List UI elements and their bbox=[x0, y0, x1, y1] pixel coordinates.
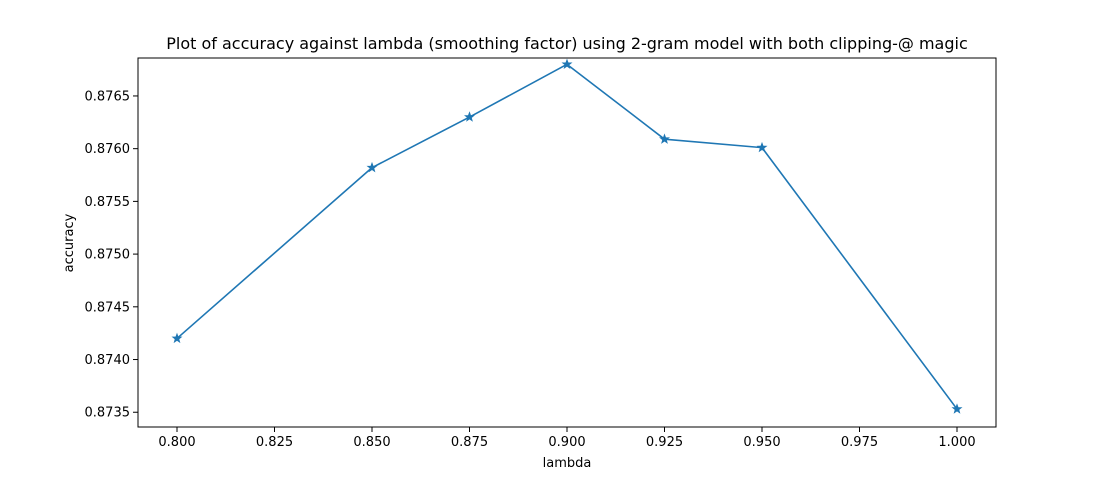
y-tick-label-5: 0.8760 bbox=[85, 142, 131, 157]
x-tick-label-4: 0.900 bbox=[548, 435, 585, 450]
x-tick-label-2: 0.850 bbox=[353, 435, 390, 450]
x-tick-label-7: 0.975 bbox=[841, 435, 878, 450]
y-tick-label-2: 0.8745 bbox=[85, 300, 131, 315]
x-axis-label: lambda bbox=[543, 456, 592, 471]
chart-title: Plot of accuracy against lambda (smoothi… bbox=[166, 34, 968, 53]
y-tick-label-4: 0.8755 bbox=[85, 195, 131, 210]
y-axis-label: accuracy bbox=[62, 213, 77, 272]
y-tick-label-0: 0.8735 bbox=[85, 406, 131, 421]
x-tick-label-0: 0.800 bbox=[158, 435, 195, 450]
y-tick-label-1: 0.8740 bbox=[85, 353, 131, 368]
x-tick-label-8: 1.000 bbox=[938, 435, 975, 450]
x-tick-label-3: 0.875 bbox=[451, 435, 488, 450]
y-tick-label-6: 0.8765 bbox=[85, 89, 131, 104]
x-tick-label-6: 0.950 bbox=[743, 435, 780, 450]
x-tick-label-5: 0.925 bbox=[646, 435, 683, 450]
x-tick-label-1: 0.825 bbox=[256, 435, 293, 450]
y-tick-label-3: 0.8750 bbox=[85, 248, 131, 263]
